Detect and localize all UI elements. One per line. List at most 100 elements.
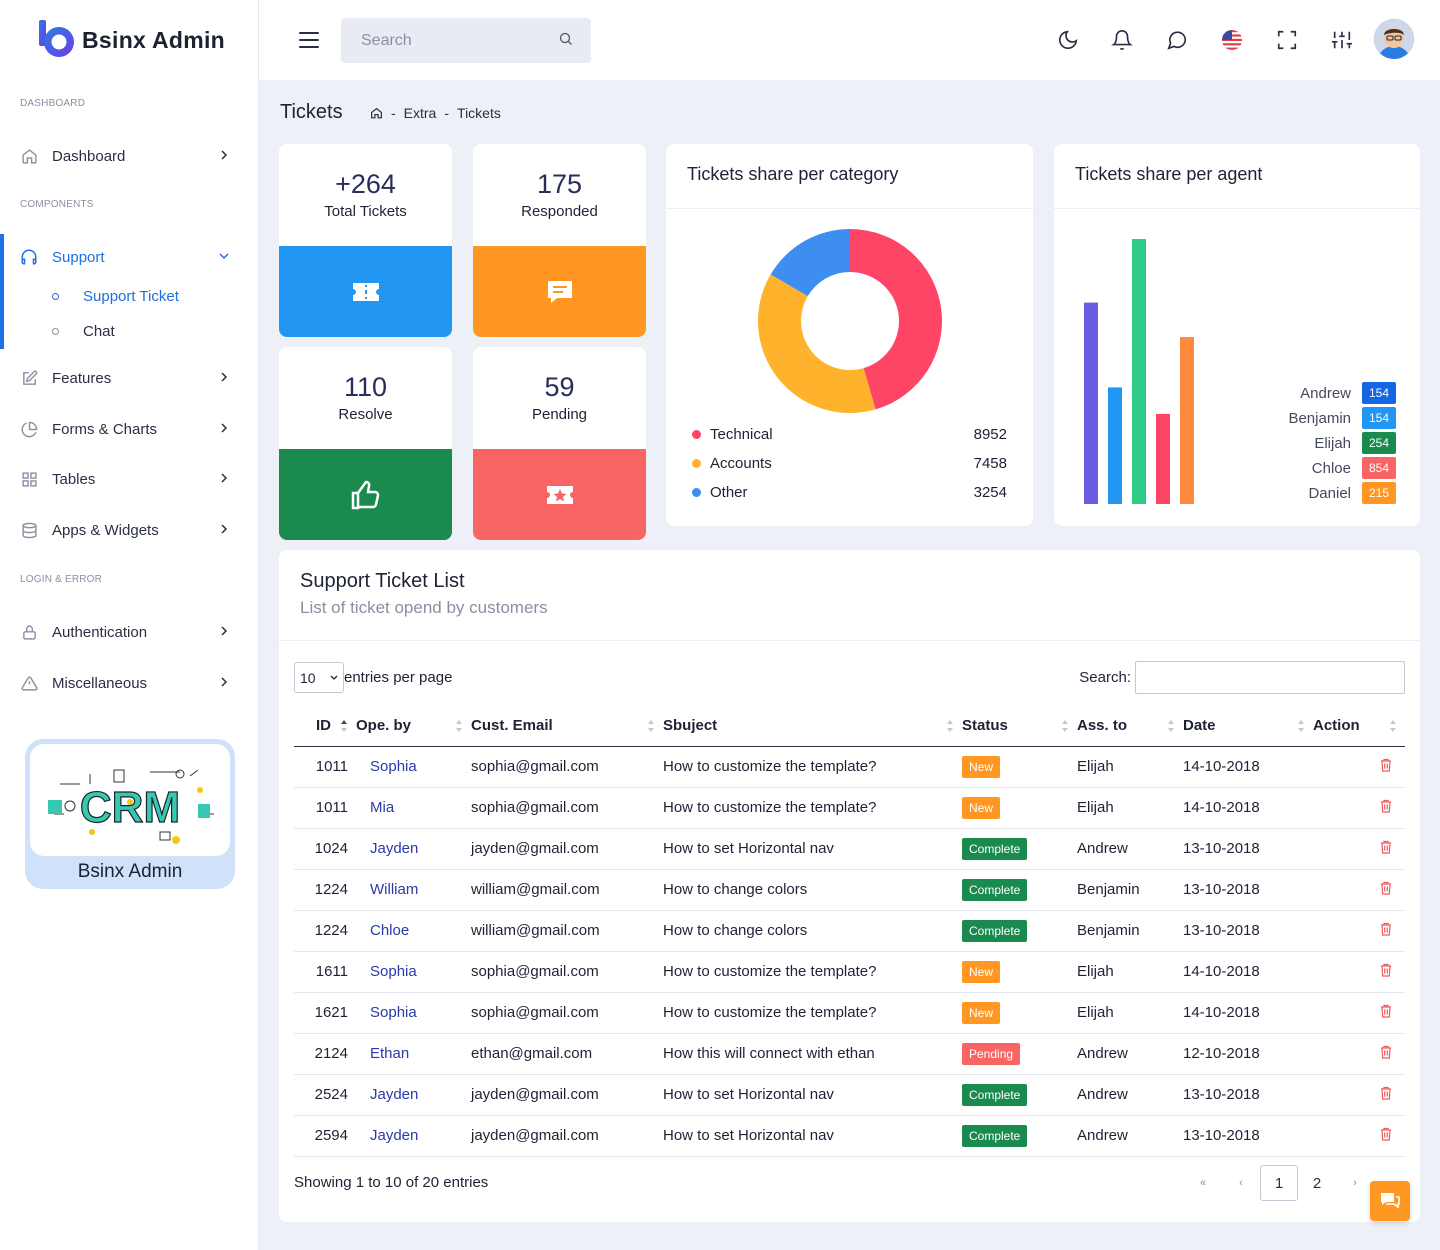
trash-icon[interactable] xyxy=(1379,881,1393,895)
search-input[interactable] xyxy=(361,31,541,50)
cell-opened-by[interactable]: Jayden xyxy=(356,1115,471,1157)
sidebar-subitem-chat[interactable]: Chat xyxy=(52,319,115,343)
panel-title: Tickets share per category xyxy=(666,144,1033,209)
sidebar-subitem-support-ticket[interactable]: Support Ticket xyxy=(52,284,179,308)
sidebar-item-miscellaneous[interactable]: Miscellaneous xyxy=(0,665,258,701)
page-first-button[interactable]: « xyxy=(1199,1177,1207,1189)
cell-email: william@gmail.com xyxy=(471,910,663,952)
sidebar-item-forms-charts[interactable]: Forms & Charts xyxy=(0,411,258,447)
table-search-input[interactable] xyxy=(1135,661,1405,694)
page-next-button[interactable]: › xyxy=(1353,1177,1357,1189)
column-header[interactable]: Action xyxy=(1313,705,1405,747)
donut-slice-technical[interactable] xyxy=(850,229,942,410)
entries-select[interactable]: 10 xyxy=(294,662,344,693)
cell-opened-by[interactable]: Sophia xyxy=(356,992,471,1034)
sidebar-item-features[interactable]: Features xyxy=(0,360,258,396)
column-header[interactable]: Status xyxy=(962,705,1077,747)
app-logo[interactable]: Bsinx Admin xyxy=(38,20,225,60)
chevron-right-icon xyxy=(221,372,228,382)
table-row: 2594 Jayden jayden@gmail.com How to set Hor… xyxy=(294,1115,1405,1157)
agent-bar[interactable] xyxy=(1156,413,1170,504)
stat-label: Resolve xyxy=(338,406,393,423)
sliders-icon[interactable] xyxy=(1330,28,1354,52)
agent-chart-panel: Tickets share per agent Andrew 154 Benjami… xyxy=(1054,144,1420,526)
us-flag-icon[interactable] xyxy=(1220,28,1244,52)
menu-toggle-icon[interactable] xyxy=(299,32,319,48)
cell-id: 1011 xyxy=(294,787,356,829)
panel-subtitle: List of ticket opend by customers xyxy=(300,598,548,617)
sidebar-item-authentication[interactable]: Authentication xyxy=(0,614,258,650)
column-header[interactable]: Cust. Email xyxy=(471,705,663,747)
page-scrollbar[interactable] xyxy=(1433,80,1440,1250)
trash-icon[interactable] xyxy=(1379,799,1393,813)
cell-subject: How to customize the template? xyxy=(663,992,962,1034)
column-header[interactable]: Sbuject xyxy=(663,705,962,747)
chat-bubble-icon[interactable] xyxy=(1165,28,1189,52)
cell-assigned-to: Elijah xyxy=(1077,951,1183,993)
column-header[interactable]: Ass. to xyxy=(1077,705,1183,747)
column-header[interactable]: Ope. by xyxy=(356,705,471,747)
cell-opened-by[interactable]: Jayden xyxy=(356,828,471,870)
cell-opened-by[interactable]: Chloe xyxy=(356,910,471,952)
agent-bar[interactable] xyxy=(1084,302,1098,504)
sidebar-item-label: Tables xyxy=(52,470,96,488)
sidebar-item-support[interactable]: Support xyxy=(0,239,258,275)
agent-bar[interactable] xyxy=(1108,387,1122,504)
stat-card-pending[interactable]: 59 Pending xyxy=(473,347,646,540)
bell-icon[interactable] xyxy=(1110,28,1134,52)
avatar[interactable] xyxy=(1374,19,1414,59)
stat-card-responded[interactable]: 175 Responded xyxy=(473,144,646,337)
breadcrumb-link-extra[interactable]: Extra xyxy=(403,105,437,121)
column-header[interactable]: ID xyxy=(294,705,356,747)
trash-icon[interactable] xyxy=(1379,1004,1393,1018)
trash-icon[interactable] xyxy=(1379,1086,1393,1100)
trash-icon[interactable] xyxy=(1379,758,1393,772)
cell-opened-by[interactable]: Sophia xyxy=(356,951,471,993)
trash-icon[interactable] xyxy=(1379,963,1393,977)
agent-bar[interactable] xyxy=(1180,337,1194,504)
stat-card-total-tickets[interactable]: +264 Total Tickets xyxy=(279,144,452,337)
stat-card-resolve[interactable]: 110 Resolve xyxy=(279,347,452,540)
crm-illustration: CRM xyxy=(30,744,230,856)
cell-email: jayden@gmail.com xyxy=(471,828,663,870)
cell-id: 1224 xyxy=(294,910,356,952)
trash-icon[interactable] xyxy=(1379,922,1393,936)
chat-fab-button[interactable] xyxy=(1370,1181,1410,1221)
search-icon[interactable] xyxy=(559,32,573,46)
cell-status: New xyxy=(962,746,1077,788)
cell-email: jayden@gmail.com xyxy=(471,1074,663,1116)
column-header[interactable]: Date xyxy=(1183,705,1313,747)
donut-slice-accounts[interactable] xyxy=(758,274,876,413)
fullscreen-icon[interactable] xyxy=(1275,28,1299,52)
cell-status: Complete xyxy=(962,869,1077,911)
sidebar-item-apps-widgets[interactable]: Apps & Widgets xyxy=(0,512,258,548)
message-icon xyxy=(547,280,572,303)
trash-icon[interactable] xyxy=(1379,840,1393,854)
cell-action xyxy=(1313,828,1405,870)
moon-icon[interactable] xyxy=(1056,28,1080,52)
cell-opened-by[interactable]: Mia xyxy=(356,787,471,829)
donut-slice-other[interactable] xyxy=(770,229,850,297)
trash-icon[interactable] xyxy=(1379,1127,1393,1141)
promo-card[interactable]: CRM Bsinx Admin xyxy=(25,739,235,889)
trash-icon[interactable] xyxy=(1379,1045,1393,1059)
table-row: 2124 Ethan ethan@gmail.com How this will co… xyxy=(294,1033,1405,1075)
sidebar-item-tables[interactable]: Tables xyxy=(0,461,258,497)
cell-opened-by[interactable]: William xyxy=(356,869,471,911)
header-search[interactable] xyxy=(341,18,591,63)
page-prev-button[interactable]: ‹ xyxy=(1239,1177,1243,1189)
agent-count-badge: 215 xyxy=(1362,482,1396,504)
promo-title: Bsinx Admin xyxy=(77,861,183,882)
page-1-button[interactable]: 1 xyxy=(1260,1165,1298,1201)
stat-label: Pending xyxy=(531,406,588,423)
cell-opened-by[interactable]: Ethan xyxy=(356,1033,471,1075)
cell-opened-by[interactable]: Jayden xyxy=(356,1074,471,1116)
chevron-right-icon xyxy=(221,626,228,636)
cell-status: New xyxy=(962,951,1077,993)
cell-date: 14-10-2018 xyxy=(1183,992,1313,1034)
cell-opened-by[interactable]: Sophia xyxy=(356,746,471,788)
home-icon[interactable] xyxy=(370,107,383,120)
agent-bar[interactable] xyxy=(1132,239,1146,504)
sidebar-item-dashboard[interactable]: Dashboard xyxy=(0,138,258,174)
page-2-button[interactable]: 2 xyxy=(1312,1174,1322,1192)
